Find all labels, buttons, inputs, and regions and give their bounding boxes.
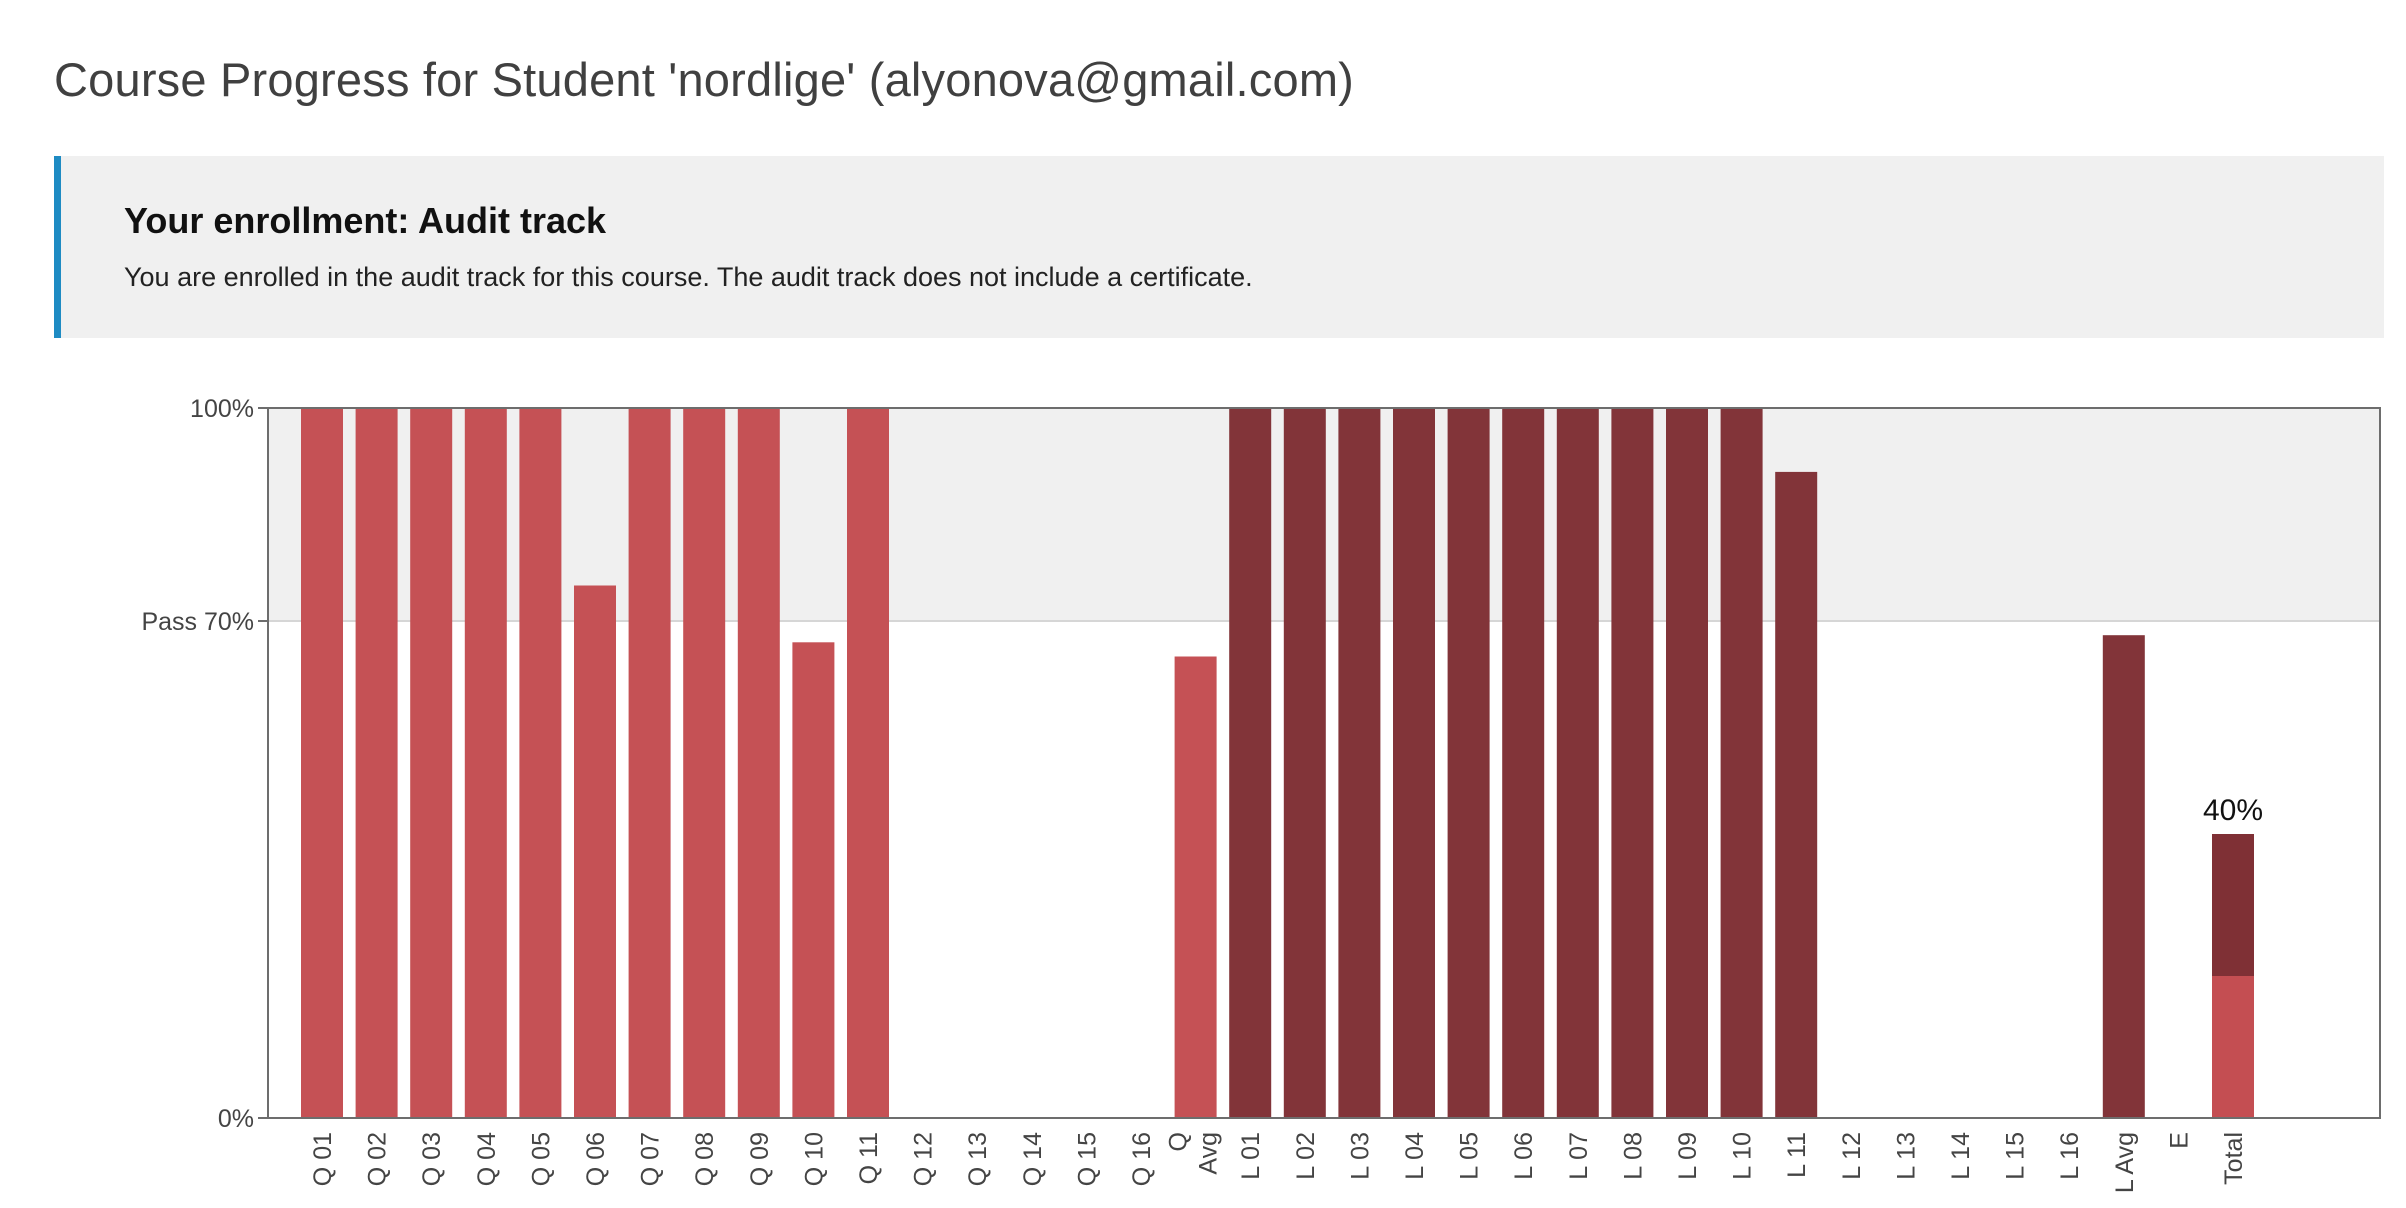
enrollment-message: You are enrolled in the audit track for … bbox=[124, 262, 1253, 292]
x-tick-label-l-04: L 04 bbox=[1401, 1132, 1429, 1180]
x-tick-label-l-08: L 08 bbox=[1619, 1132, 1647, 1180]
x-tick-label-e: E bbox=[2165, 1132, 2193, 1149]
bar-l-01 bbox=[1229, 408, 1272, 1118]
page-title: Course Progress for Student 'nordlige' (… bbox=[54, 53, 1355, 106]
x-tick-label-l-09: L 09 bbox=[1674, 1132, 1702, 1180]
y-tick-label-0: 0% bbox=[218, 1105, 254, 1133]
x-tick-label-l-07: L 07 bbox=[1565, 1132, 1593, 1180]
x-tick-label-q-03: Q 03 bbox=[418, 1132, 446, 1186]
bar-l-08 bbox=[1611, 408, 1654, 1118]
bar-q-05 bbox=[519, 408, 562, 1118]
x-tick-label-q-09: Q 09 bbox=[746, 1132, 774, 1186]
bar-l-10 bbox=[1720, 408, 1763, 1118]
bar-l-05 bbox=[1447, 408, 1490, 1118]
bar-q-02 bbox=[355, 408, 398, 1118]
bar-l-11 bbox=[1775, 471, 1818, 1118]
x-tick-label-l-03: L 03 bbox=[1346, 1132, 1374, 1180]
x-tick-label-l-13: L 13 bbox=[1892, 1132, 1920, 1180]
x-tick-label-l-06: L 06 bbox=[1510, 1132, 1538, 1180]
x-tick-label-q-04: Q 04 bbox=[473, 1132, 501, 1186]
x-tick-label-l-02: L 02 bbox=[1292, 1132, 1320, 1180]
enrollment-notice: Your enrollment: Audit track You are enr… bbox=[54, 156, 2384, 338]
bar-q-07 bbox=[628, 408, 671, 1118]
x-tick-label-l-avg: L Avg bbox=[2111, 1132, 2139, 1193]
bar-l-02 bbox=[1283, 408, 1326, 1118]
x-tick-label-l-05: L 05 bbox=[1456, 1132, 1484, 1180]
enrollment-heading: Your enrollment: Audit track bbox=[124, 200, 607, 241]
bar-q-10 bbox=[792, 642, 835, 1118]
bar-q-avg bbox=[1174, 656, 1217, 1118]
x-tick-label-q-avg-2: Avg bbox=[1195, 1132, 1223, 1175]
x-tick-label-q-08: Q 08 bbox=[691, 1132, 719, 1186]
x-tick-label-q-07: Q 07 bbox=[637, 1132, 665, 1186]
x-tick-label-q-16: Q 16 bbox=[1128, 1132, 1156, 1186]
x-tick-label-q-15: Q 15 bbox=[1073, 1132, 1101, 1186]
bar-l-09 bbox=[1666, 408, 1708, 1118]
x-tick-label-q-05: Q 05 bbox=[527, 1132, 555, 1186]
x-tick-label-q-13: Q 13 bbox=[964, 1132, 992, 1186]
x-tick-label-q-01: Q 01 bbox=[309, 1132, 337, 1186]
bar-q-04 bbox=[464, 408, 507, 1118]
x-tick-label-l-01: L 01 bbox=[1237, 1132, 1265, 1180]
bar-l-07 bbox=[1556, 408, 1599, 1118]
x-tick-label-q-10: Q 10 bbox=[800, 1132, 828, 1186]
plot-frame bbox=[267, 407, 2381, 1119]
y-tick-label-70: Pass 70% bbox=[141, 608, 254, 636]
progress-chart: Q 01 Q 02 Q 03 Q 04 Q 05 Q 06 Q 07 Q 08 Q 09 Q 10… bbox=[141, 395, 2381, 1193]
x-tick-label-q-11: Q 11 bbox=[855, 1132, 883, 1184]
y-tick-label-100: 100% bbox=[190, 395, 254, 423]
x-tick-label-q-12: Q 12 bbox=[910, 1132, 938, 1186]
x-tick-label-l-16: L 16 bbox=[2056, 1132, 2084, 1180]
x-tick-label-q-02: Q 02 bbox=[364, 1132, 392, 1186]
bar-q-08 bbox=[683, 408, 726, 1118]
x-tick-label-l-11: L 11 bbox=[1783, 1132, 1811, 1178]
bar-q-03 bbox=[410, 408, 453, 1118]
bar-total-segment-2 bbox=[2212, 834, 2254, 976]
x-tick-label-l-15: L 15 bbox=[2002, 1132, 2030, 1180]
x-tick-label-q-avg-1: Q bbox=[1165, 1132, 1193, 1151]
bar-q-01 bbox=[301, 408, 343, 1118]
x-tick-label-q-14: Q 14 bbox=[1019, 1132, 1047, 1186]
bar-l-06 bbox=[1502, 408, 1545, 1118]
bar-total-segment-1 bbox=[2212, 976, 2254, 1118]
bar-l-03 bbox=[1338, 408, 1381, 1118]
x-tick-label-total: Total bbox=[2220, 1132, 2248, 1185]
bar-q-09 bbox=[737, 408, 780, 1118]
total-data-label: 40% bbox=[2203, 794, 2263, 827]
bar-q-11 bbox=[847, 408, 889, 1118]
x-tick-label-l-14: L 14 bbox=[1947, 1132, 1975, 1180]
bar-q-06 bbox=[574, 585, 616, 1118]
x-tick-label-q-06: Q 06 bbox=[582, 1132, 610, 1186]
bar-l-avg bbox=[2102, 635, 2145, 1118]
x-tick-label-l-12: L 12 bbox=[1838, 1132, 1866, 1180]
bar-l-04 bbox=[1393, 408, 1435, 1118]
x-tick-label-l-10: L 10 bbox=[1729, 1132, 1757, 1180]
